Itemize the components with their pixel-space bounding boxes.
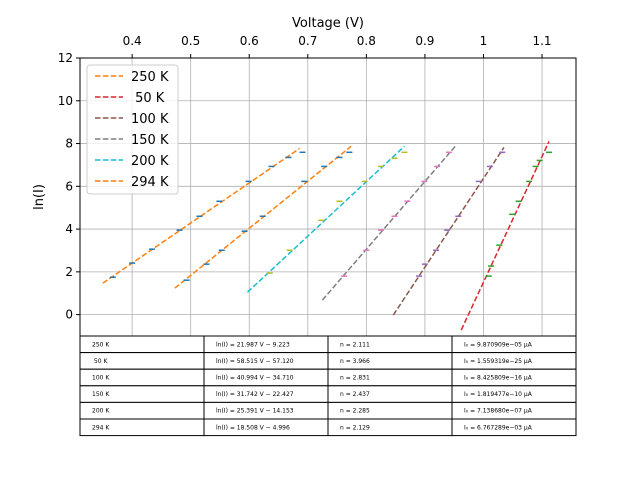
table-text: ln(I) = 25.391 V − 14.153 — [216, 408, 294, 415]
table-text: ln(I) = 40.994 V − 34.710 — [216, 375, 294, 382]
y-tick-label: 0 — [65, 308, 73, 322]
y-tick-label: 6 — [65, 179, 73, 193]
table-text: n = 2.831 — [340, 375, 370, 382]
x-tick-label: 1.1 — [532, 34, 551, 48]
table-text: ln(I) = 21.987 V − 9.223 — [216, 341, 290, 348]
fit-line — [174, 145, 352, 289]
table-text: I₀ = 1.819477e−10 µA — [464, 391, 533, 398]
legend-box — [86, 64, 179, 195]
y-tick-label: 2 — [65, 265, 73, 279]
table-text: n = 2.129 — [340, 424, 370, 431]
y-tick-label: 10 — [58, 94, 73, 108]
table-text: 150 K — [92, 391, 110, 398]
table-text: I₀ = 9.870909e−05 µA — [464, 341, 533, 348]
x-axis-label: Voltage (V) — [292, 16, 364, 31]
x-tick-label: 1 — [480, 34, 488, 48]
table-text: 200 K — [92, 408, 110, 415]
x-tick-label: 0.7 — [298, 34, 317, 48]
table-text: n = 2.285 — [340, 408, 370, 415]
x-tick-label: 0.9 — [415, 34, 434, 48]
legend-label: 250 K — [131, 70, 169, 85]
table-text: 250 K — [92, 341, 110, 348]
table-text: n = 2.111 — [340, 341, 370, 348]
x-tick-label: 0.8 — [357, 34, 376, 48]
fit-line — [460, 141, 550, 331]
table-text: I₀ = 6.767289e−03 µA — [464, 424, 533, 431]
legend-label: 294 K — [131, 175, 169, 190]
table-text: ln(I) = 18.508 V − 4.996 — [216, 424, 290, 431]
table-text: n = 3.966 — [340, 358, 370, 365]
table-text: I₀ = 7.138680e−07 µA — [464, 408, 533, 415]
fit-line — [246, 145, 405, 293]
table-cell — [451, 418, 577, 437]
table-text: I₀ = 1.559319e−25 µA — [464, 358, 533, 365]
legend-label: 50 K — [131, 91, 165, 106]
y-axis-label: ln(I) — [32, 184, 47, 210]
table-text: 50 K — [92, 358, 108, 365]
legend-label: 150 K — [131, 133, 169, 148]
table-text: ln(I) = 58.515 V − 57.120 — [216, 358, 294, 365]
x-tick-label: 0.5 — [181, 34, 200, 48]
legend-label: 200 K — [131, 154, 169, 169]
fit-line — [392, 146, 505, 316]
x-tick-label: 0.6 — [240, 34, 259, 48]
table-text: I₀ = 8.425809e−16 µA — [464, 375, 533, 382]
table-text: ln(I) = 31.742 V − 22.427 — [216, 391, 294, 398]
fit-line — [321, 144, 457, 301]
y-tick-label: 12 — [58, 51, 73, 65]
table-text: n = 2.437 — [340, 391, 370, 398]
x-tick-label: 0.4 — [123, 34, 142, 48]
table-text: 294 K — [92, 424, 110, 431]
table-text: 100 K — [92, 375, 110, 382]
y-tick-label: 4 — [65, 222, 73, 236]
legend-label: 100 K — [131, 112, 169, 127]
y-tick-label: 8 — [65, 137, 73, 151]
